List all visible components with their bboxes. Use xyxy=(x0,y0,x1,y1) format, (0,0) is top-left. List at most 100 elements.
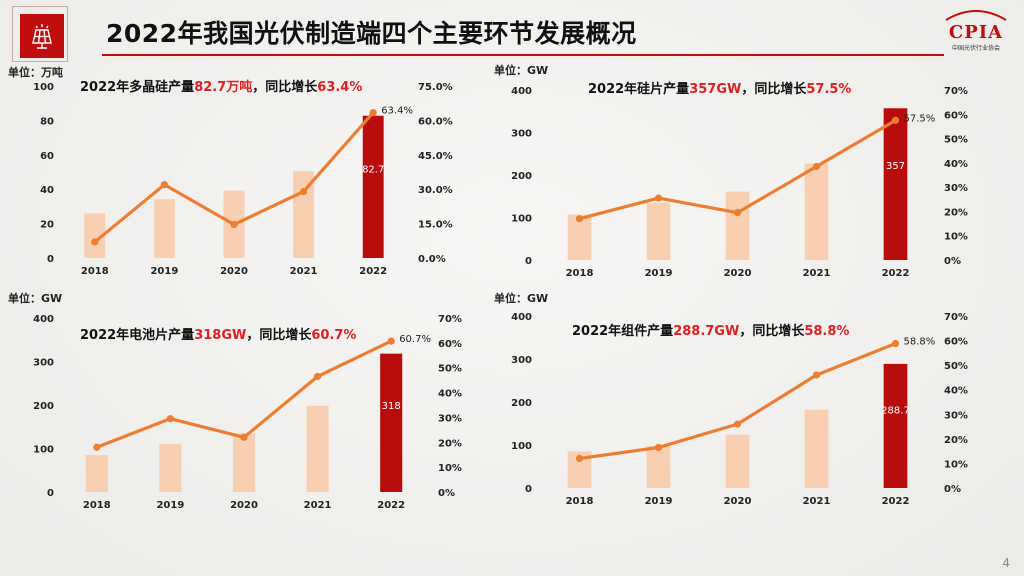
bar xyxy=(567,214,592,260)
y-tick-label: 300 xyxy=(511,355,532,366)
x-tick-label: 2022 xyxy=(882,268,910,279)
growth-point xyxy=(166,415,174,423)
y2-tick-label: 30% xyxy=(944,410,968,421)
y2-tick-label: 0% xyxy=(944,256,961,267)
unit-label: 单位：万吨 xyxy=(8,66,63,79)
x-tick-label: 2022 xyxy=(359,266,387,277)
y-tick-label: 40 xyxy=(40,185,54,196)
y2-tick-label: 50% xyxy=(438,364,462,375)
growth-point xyxy=(733,209,742,217)
growth-point xyxy=(575,454,584,463)
y2-tick-label: 10% xyxy=(944,459,968,470)
chart-title-growth: 58.8% xyxy=(804,324,850,339)
growth-point xyxy=(230,220,238,229)
bar xyxy=(883,363,908,488)
y2-tick-label: 40% xyxy=(438,389,462,400)
y-tick-label: 100 xyxy=(511,214,532,225)
bar xyxy=(804,409,829,488)
y2-tick-label: 40% xyxy=(944,386,968,397)
bar xyxy=(362,115,384,258)
y2-tick-label: 30% xyxy=(944,183,968,194)
x-tick-label: 2019 xyxy=(645,268,673,279)
y-tick-label: 100 xyxy=(33,445,54,456)
y2-tick-label: 20% xyxy=(944,207,968,218)
x-tick-label: 2021 xyxy=(304,500,332,511)
chart-title-value: 318GW xyxy=(194,328,247,343)
bar xyxy=(725,434,750,488)
y2-tick-label: 30% xyxy=(438,413,462,424)
page-title: 2022年我国光伏制造端四个主要环节发展概况 xyxy=(106,19,637,48)
y2-tick-label: 45.0% xyxy=(418,151,453,162)
logo-frame xyxy=(12,6,68,62)
unit-label: 单位：GW xyxy=(494,292,549,305)
y-tick-label: 80 xyxy=(40,116,54,127)
chart-title-mid: ，同比增长 xyxy=(739,324,805,339)
y2-tick-label: 50% xyxy=(944,135,968,146)
growth-point xyxy=(240,433,248,441)
page-number: 4 xyxy=(1002,556,1010,570)
y2-tick-label: 50% xyxy=(944,361,968,372)
y2-tick-label: 20% xyxy=(944,435,968,446)
chart-title-prefix: 2022年组件产量 xyxy=(572,324,674,339)
y2-tick-label: 60.0% xyxy=(418,116,453,127)
y2-tick-label: 70% xyxy=(944,312,968,323)
chart-title-growth: 57.5% xyxy=(806,82,852,97)
bar-data-label: 82.7 xyxy=(362,165,384,176)
polysilicon-chart: 0 20 40 60 80 100 0.0% 15.0% 30.0% 45.0% 60.0% 75.0… xyxy=(33,82,453,277)
y-tick-label: 200 xyxy=(511,398,532,409)
y2-tick-label: 60% xyxy=(944,337,968,348)
bar-data-label: 318 xyxy=(382,401,401,412)
y2-tick-label: 0.0% xyxy=(418,254,446,265)
growth-point xyxy=(91,238,99,246)
chart-title-value: 357GW xyxy=(689,82,742,97)
y2-tick-label: 15.0% xyxy=(418,220,453,231)
bar xyxy=(84,213,106,258)
x-tick-label: 2020 xyxy=(230,500,258,511)
bar xyxy=(85,455,108,492)
unit-label: 单位：GW xyxy=(8,292,63,305)
chart-title-growth: 63.4% xyxy=(317,80,363,95)
growth-point xyxy=(654,443,663,452)
bar xyxy=(567,451,592,488)
x-tick-label: 2019 xyxy=(156,500,184,511)
chart-title: 2022年电池片产量318GW，同比增长60.7% xyxy=(80,324,356,343)
y-tick-label: 300 xyxy=(511,129,532,140)
y2-tick-label: 40% xyxy=(944,159,968,170)
y2-tick-label: 30.0% xyxy=(418,185,453,196)
bar xyxy=(380,353,403,492)
growth-data-label: 58.8% xyxy=(904,337,936,348)
growth-point xyxy=(654,194,663,202)
growth-point xyxy=(812,162,821,171)
bar-data-label: 288.7 xyxy=(881,406,910,417)
y-tick-label: 400 xyxy=(511,312,532,323)
x-tick-label: 2019 xyxy=(150,266,178,277)
y-tick-label: 0 xyxy=(47,488,54,499)
bar xyxy=(883,108,908,261)
solar-panel-icon xyxy=(20,14,64,58)
growth-point xyxy=(891,339,900,348)
bar xyxy=(646,202,671,260)
cpia-logo-text: CPIA xyxy=(948,22,1004,43)
growth-point xyxy=(93,443,101,451)
growth-data-label: 60.7% xyxy=(399,334,431,345)
growth-data-label: 63.4% xyxy=(381,106,413,117)
growth-point xyxy=(369,109,377,117)
y2-tick-label: 20% xyxy=(438,438,462,449)
chart-title-growth: 60.7% xyxy=(311,328,357,343)
y-tick-label: 0 xyxy=(525,484,532,495)
bar xyxy=(804,163,829,260)
y2-tick-label: 70% xyxy=(438,314,462,325)
bar-data-label: 357 xyxy=(886,161,905,172)
x-tick-label: 2020 xyxy=(724,496,752,507)
y-tick-label: 100 xyxy=(33,82,54,93)
y2-tick-label: 75.0% xyxy=(418,82,453,93)
y2-tick-label: 10% xyxy=(438,463,462,474)
cpia-logo: CPIA 中国光伏行业协会 xyxy=(940,8,1012,56)
chart-title-prefix: 2022年电池片产量 xyxy=(80,328,195,343)
growth-point xyxy=(160,181,168,189)
x-tick-label: 2021 xyxy=(803,496,831,507)
bar xyxy=(153,199,175,258)
unit-label: 单位：GW xyxy=(494,64,549,77)
